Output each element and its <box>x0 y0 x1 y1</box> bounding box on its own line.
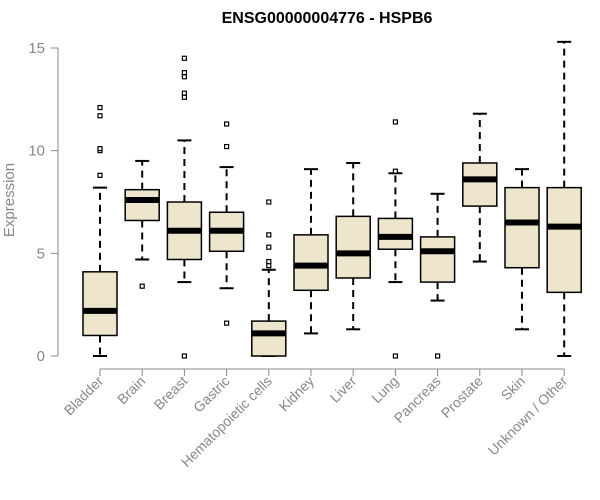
outlier-point <box>392 119 398 125</box>
box-lung <box>377 119 414 359</box>
x-tick-label-breast: Breast <box>151 373 191 413</box>
iqr-box <box>462 162 498 207</box>
box-kidney <box>293 168 329 335</box>
box-hematopoietic-cells <box>251 199 287 357</box>
y-tick-label: 10 <box>28 143 45 160</box>
y-axis-label: Expression <box>1 163 18 237</box>
boxes-group <box>82 40 582 359</box>
iqr-box <box>335 215 371 279</box>
iqr-box <box>419 236 456 283</box>
outlier-point <box>181 55 187 61</box>
box-prostate <box>462 112 498 263</box>
box-brain <box>124 159 160 289</box>
box-pancreas <box>419 192 456 359</box>
y-tick-label: 15 <box>28 40 45 57</box>
box-gastric <box>208 121 245 326</box>
iqr-box <box>124 188 160 222</box>
outlier-point <box>97 113 103 119</box>
x-tick-label-unknown-other: Unknown / Other <box>485 373 571 459</box>
outlier-point <box>139 283 145 289</box>
x-tick-label-kidney: Kidney <box>276 373 318 415</box>
outlier-point <box>266 263 272 269</box>
x-tick-label-skin: Skin <box>498 373 529 404</box>
outlier-point <box>181 74 187 80</box>
y-tick-label: 0 <box>37 348 45 365</box>
box-unknown-other <box>546 40 582 357</box>
outlier-point <box>224 320 230 326</box>
iqr-box <box>504 186 540 269</box>
outlier-point <box>224 143 230 150</box>
x-tick-label-prostate: Prostate <box>438 373 486 421</box>
outlier-point <box>97 146 103 152</box>
iqr-box <box>293 234 329 292</box>
outlier-point <box>266 258 272 265</box>
iqr-box <box>251 320 287 357</box>
outlier-point <box>181 90 187 96</box>
box-bladder <box>82 104 118 357</box>
x-tick-label-pancreas: Pancreas <box>391 373 444 426</box>
y-tick-label: 5 <box>37 245 45 262</box>
outlier-point <box>266 232 272 238</box>
x-tick-label-liver: Liver <box>327 373 360 406</box>
outlier-point <box>224 121 230 127</box>
outlier-point <box>97 104 103 111</box>
outlier-point <box>435 353 441 359</box>
outlier-point <box>392 168 398 174</box>
outlier-point <box>266 199 272 205</box>
box-breast <box>166 55 203 359</box>
iqr-box <box>546 186 582 294</box>
iqr-box <box>82 271 118 337</box>
x-tick-label-brain: Brain <box>114 373 148 407</box>
chart-title: ENSG00000004776 - HSPB6 <box>222 10 433 27</box>
outlier-point <box>266 244 272 250</box>
outlier-point <box>181 353 187 359</box>
outlier-point <box>181 70 187 76</box>
outlier-point <box>392 353 398 359</box>
x-tick-label-bladder: Bladder <box>61 373 107 419</box>
x-tick-label-lung: Lung <box>368 373 401 406</box>
box-liver <box>335 161 371 331</box>
outlier-point <box>181 94 187 100</box>
outlier-point <box>97 172 103 178</box>
box-skin <box>504 168 540 331</box>
y-axis: 0 5 10 15 <box>28 40 59 365</box>
iqr-box <box>377 217 414 250</box>
